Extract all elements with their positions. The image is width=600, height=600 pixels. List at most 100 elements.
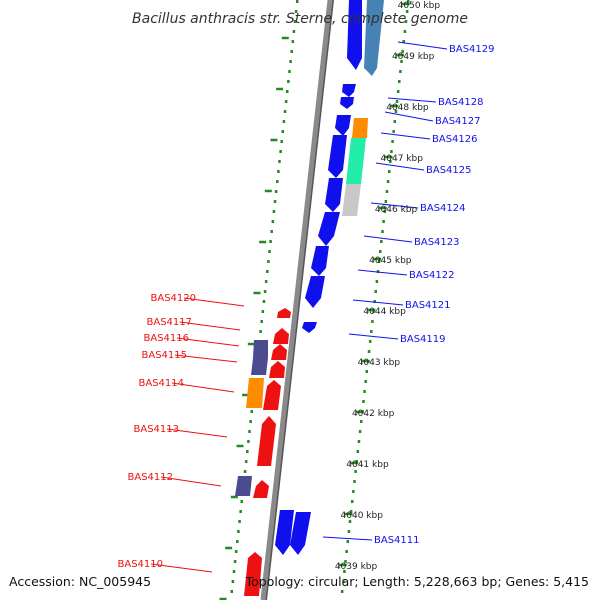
kbp-ticks bbox=[338, 2, 410, 567]
tick-dot bbox=[407, 0, 410, 3]
gene-label[interactable]: BAS4129 bbox=[449, 44, 495, 55]
kbp-label: 4042 kbp bbox=[352, 409, 395, 419]
tick-dot bbox=[405, 10, 409, 13]
gene-arrow[interactable] bbox=[251, 358, 268, 375]
tick-dot bbox=[362, 400, 365, 403]
tick-dot bbox=[377, 260, 381, 263]
tick-dot bbox=[365, 370, 369, 373]
gene-arrow[interactable] bbox=[311, 246, 329, 276]
backbone-shadow bbox=[265, 0, 334, 600]
gene-label[interactable]: BAS4113 bbox=[134, 424, 180, 435]
tick-dot bbox=[390, 150, 393, 153]
gene-label[interactable]: BAS4126 bbox=[432, 134, 478, 145]
tick-dot bbox=[355, 460, 358, 463]
gene-label[interactable]: BAS4117 bbox=[147, 317, 193, 328]
gene-arrow[interactable] bbox=[342, 184, 361, 216]
kbp-label: 4049 kbp bbox=[392, 52, 435, 62]
gene-arrow[interactable] bbox=[305, 276, 325, 308]
kbp-label: 4040 kbp bbox=[341, 511, 384, 521]
tick-dot bbox=[237, 530, 240, 533]
gene-arrow[interactable] bbox=[246, 378, 264, 408]
gene-arrow[interactable] bbox=[275, 510, 294, 555]
tick-dot bbox=[402, 40, 406, 43]
gene-arrow[interactable] bbox=[235, 476, 252, 496]
tick-dot bbox=[278, 160, 281, 163]
gene-arrow[interactable] bbox=[273, 328, 289, 344]
gene-arrow[interactable] bbox=[253, 340, 268, 358]
gene-arrow[interactable] bbox=[244, 552, 262, 596]
gene-label[interactable]: BAS4120 bbox=[151, 293, 197, 304]
gene-label[interactable]: BAS4114 bbox=[139, 378, 185, 389]
gene-label[interactable]: BAS4123 bbox=[414, 237, 460, 248]
tick-dot bbox=[356, 450, 360, 453]
gene-label[interactable]: BAS4125 bbox=[426, 165, 472, 176]
tick-dot bbox=[263, 290, 267, 293]
tick-dot bbox=[349, 510, 353, 513]
gene-label[interactable]: BAS4111 bbox=[374, 535, 420, 546]
tick-dot bbox=[359, 420, 363, 423]
gene-arrow[interactable] bbox=[328, 135, 347, 178]
tick-dot bbox=[291, 40, 295, 43]
tick-dot bbox=[404, 20, 408, 23]
gene-label[interactable]: BAS4116 bbox=[144, 333, 190, 344]
tick-dot bbox=[391, 140, 394, 143]
gene-label[interactable]: BAS4121 bbox=[405, 300, 451, 311]
tick-dot bbox=[392, 130, 395, 133]
tick-dot bbox=[238, 520, 241, 523]
tick-dot bbox=[358, 430, 362, 433]
tick-dot bbox=[376, 270, 380, 273]
tick-dot bbox=[394, 110, 398, 113]
tick-dot bbox=[243, 470, 247, 473]
gene-arrow[interactable] bbox=[335, 115, 351, 136]
leader-line bbox=[357, 269, 408, 276]
tick-dot bbox=[363, 390, 366, 393]
tick-dot bbox=[244, 460, 248, 463]
gene-arrow[interactable] bbox=[318, 212, 340, 246]
tick-dot bbox=[269, 240, 272, 243]
kbp-label: 4041 kbp bbox=[346, 460, 389, 470]
tick-dot bbox=[396, 90, 400, 93]
gene-arrow[interactable] bbox=[290, 512, 311, 555]
gene-label[interactable]: BAS4119 bbox=[400, 334, 446, 345]
tick-dot bbox=[272, 210, 276, 213]
gene-label[interactable]: BAS4110 bbox=[118, 559, 164, 570]
tick-dot bbox=[345, 550, 348, 553]
tick-dot bbox=[260, 320, 263, 323]
gene-arrow[interactable] bbox=[263, 380, 281, 410]
gene-label[interactable]: BAS4112 bbox=[128, 472, 174, 483]
gene-arrow[interactable] bbox=[302, 322, 317, 333]
gene-arrow[interactable] bbox=[269, 361, 285, 378]
tick-dot bbox=[270, 230, 273, 233]
gene-label[interactable]: BAS4128 bbox=[438, 97, 484, 108]
gene-label[interactable]: BAS4122 bbox=[409, 270, 455, 281]
gene-arrow[interactable] bbox=[364, 0, 384, 76]
gene-arrow[interactable] bbox=[325, 178, 343, 212]
tick-dot bbox=[347, 530, 351, 533]
gene-arrow[interactable] bbox=[342, 84, 356, 97]
gene-arrow[interactable] bbox=[346, 138, 366, 184]
tick-dot bbox=[283, 110, 287, 113]
tick-dot bbox=[274, 190, 278, 193]
gene-arrow[interactable] bbox=[277, 308, 291, 318]
tick-dot bbox=[280, 140, 283, 143]
leader-line bbox=[348, 333, 399, 340]
leader-line bbox=[176, 337, 240, 347]
leader-line bbox=[166, 428, 228, 438]
tick-dot bbox=[268, 250, 271, 253]
label-leaders bbox=[150, 41, 448, 573]
gene-label[interactable]: BAS4124 bbox=[420, 203, 466, 214]
tick-dot bbox=[286, 90, 289, 93]
kbp-label: 4048 kbp bbox=[386, 103, 429, 113]
gene-label[interactable]: BAS4115 bbox=[142, 350, 188, 361]
kbp-label: 4046 kbp bbox=[375, 205, 418, 215]
gene-arrow[interactable] bbox=[257, 416, 276, 466]
gene-arrow[interactable] bbox=[253, 480, 269, 498]
tick-dot bbox=[401, 50, 404, 53]
tick-dot bbox=[384, 200, 388, 203]
gene-arrow[interactable] bbox=[347, 0, 362, 70]
gene-label[interactable]: BAS4127 bbox=[435, 116, 481, 127]
gene-arrow[interactable] bbox=[340, 97, 354, 109]
gene-arrow[interactable] bbox=[271, 344, 287, 360]
gene-arrow[interactable] bbox=[352, 118, 368, 138]
